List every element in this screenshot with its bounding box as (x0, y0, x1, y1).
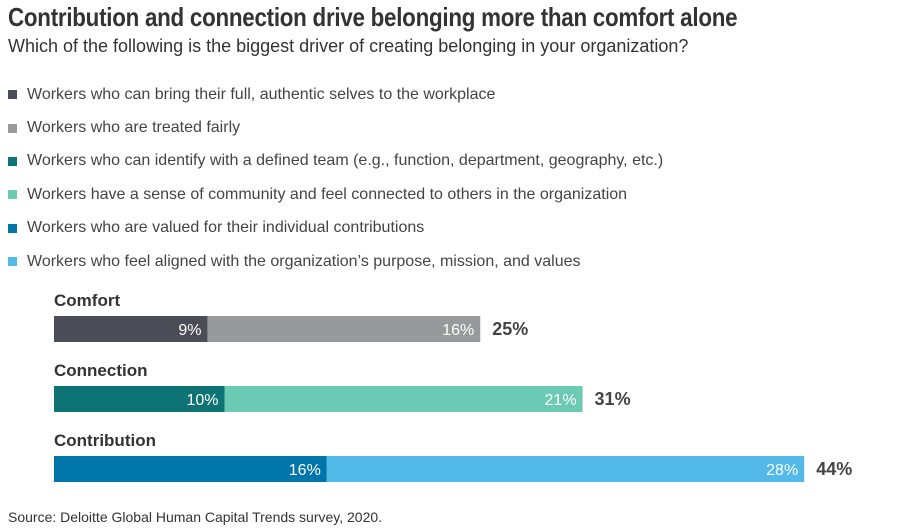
segment-value-label: 10% (186, 392, 218, 409)
legend: Workers who can bring their full, authen… (8, 78, 663, 278)
legend-item: Workers who can identify with a defined … (8, 145, 663, 178)
category-label: Contribution (54, 431, 156, 450)
segment-value-label: 21% (545, 392, 577, 409)
legend-swatch (8, 90, 17, 100)
total-value-label: 31% (595, 389, 631, 409)
legend-swatch (8, 190, 17, 200)
legend-swatch (8, 156, 17, 166)
bar-segment (207, 316, 481, 342)
segment-value-label: 9% (178, 322, 201, 339)
legend-item: Workers have a sense of community and fe… (8, 178, 663, 211)
legend-item: Workers who can bring their full, authen… (8, 78, 663, 111)
legend-swatch (8, 123, 17, 133)
legend-item: Workers who are treated fairly (8, 111, 663, 144)
legend-swatch (8, 223, 17, 233)
legend-item: Workers who feel aligned with the organi… (8, 245, 663, 278)
total-value-label: 25% (492, 319, 528, 339)
legend-label: Workers who can bring their full, authen… (27, 85, 496, 103)
legend-item: Workers who are valued for their individ… (8, 212, 663, 245)
category-label: Connection (54, 361, 148, 380)
bar-segment (54, 316, 208, 342)
bar-segment (224, 386, 583, 412)
segment-value-label: 16% (289, 462, 321, 479)
bar-segment (54, 456, 327, 482)
bar-segment (54, 386, 225, 412)
bar-segment (326, 456, 805, 482)
chart-subtitle: Which of the following is the biggest dr… (8, 36, 689, 56)
chart-title: Contribution and connection drive belong… (8, 2, 738, 32)
segment-value-label: 16% (442, 322, 474, 339)
legend-label: Workers who are treated fairly (27, 119, 241, 137)
total-value-label: 44% (816, 459, 852, 479)
source-note: Source: Deloitte Global Human Capital Tr… (8, 509, 383, 525)
legend-label: Workers have a sense of community and fe… (27, 185, 628, 203)
segment-value-label: 28% (766, 462, 798, 479)
legend-label: Workers who are valued for their individ… (27, 219, 425, 237)
category-label: Comfort (54, 291, 120, 310)
legend-swatch (8, 257, 17, 267)
legend-label: Workers who can identify with a defined … (27, 152, 664, 170)
stacked-bar-chart: Comfort 9% 16% 25% Connection 10% 21% 31% Contri… (54, 291, 852, 482)
legend-label: Workers who feel aligned with the organi… (27, 252, 581, 270)
